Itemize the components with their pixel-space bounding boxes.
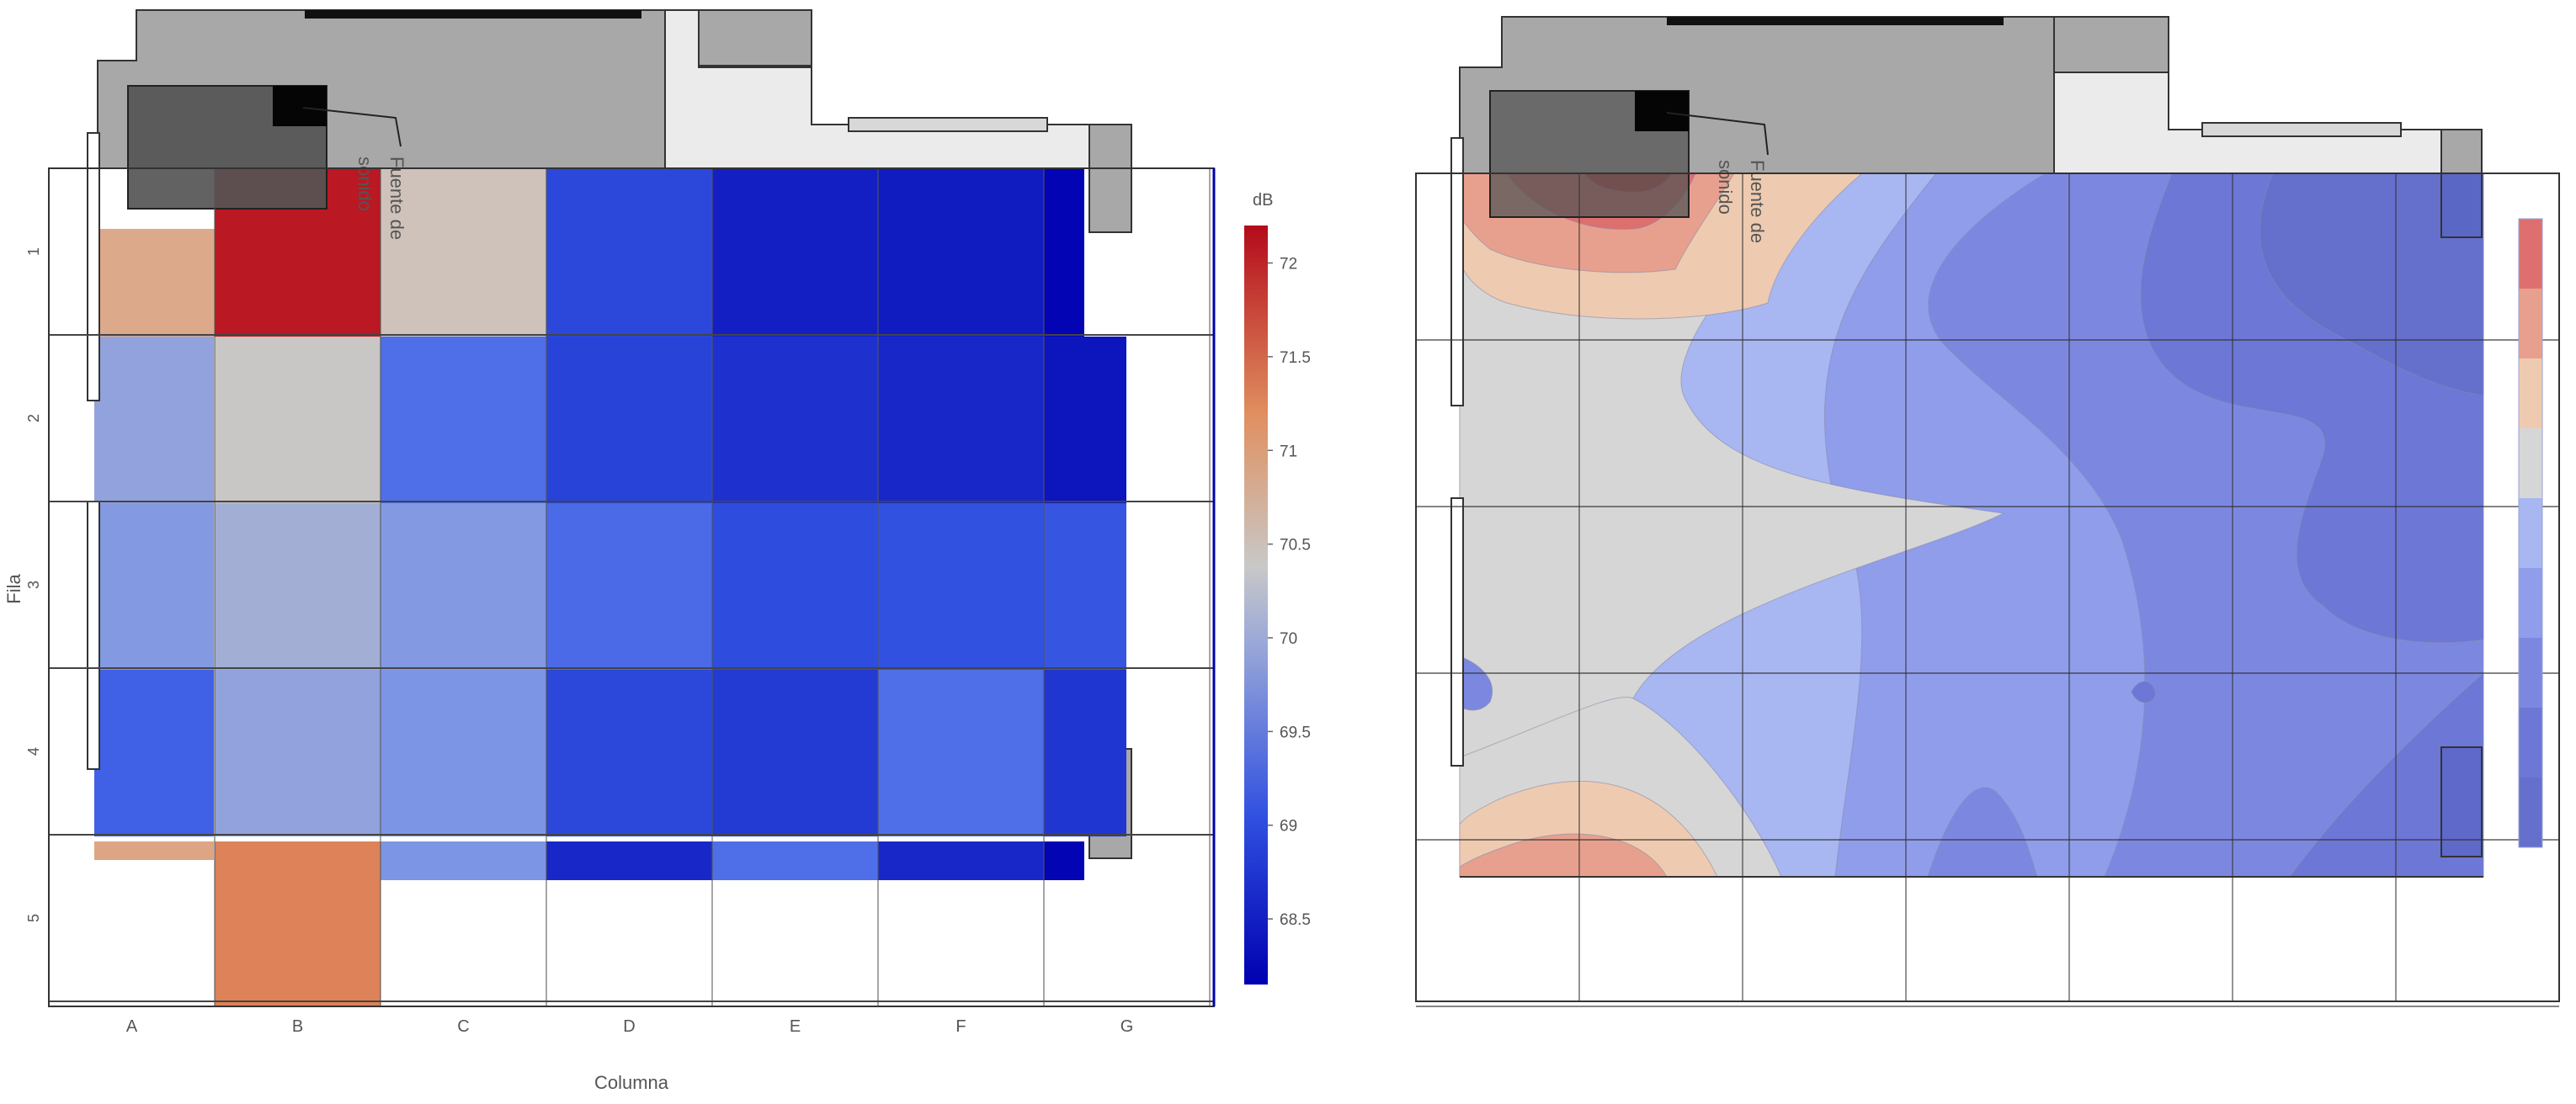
left-sound-source: Fuente de sonido <box>127 85 407 240</box>
left-source-label-line2: sonido <box>354 157 375 211</box>
heatmap-cell <box>215 670 381 836</box>
x-tick-label: A <box>126 1017 138 1036</box>
y-tick-label: 4 <box>25 747 42 756</box>
left-source-label-line1: Fuente de <box>386 157 407 240</box>
heatmap-cell <box>1044 337 1126 503</box>
y-tick-label: 2 <box>25 414 42 422</box>
heatmap-cell <box>712 337 878 503</box>
x-tick-label: B <box>292 1017 303 1036</box>
heatmap-cell <box>712 670 878 836</box>
contour-level-small-spot <box>2131 681 2156 703</box>
left-colorbar: dB 72 71.5 71 70.5 70 69.5 69 68.5 <box>1244 191 1311 985</box>
heatmap-edge-cell <box>712 841 878 880</box>
colorbar-level-swatch <box>2519 568 2542 638</box>
right-colorbar <box>2518 218 2543 848</box>
colorbar-tick-label: 72 <box>1280 256 1297 273</box>
heatmap-cell <box>878 168 1044 337</box>
heatmap-cell <box>1044 503 1126 670</box>
heatmap-cell <box>94 670 214 836</box>
colorbar-level-swatch <box>2519 358 2542 428</box>
y-tick-label: 3 <box>25 581 42 589</box>
heatmap-cell <box>546 337 712 503</box>
contour-level-left-spot <box>1459 656 1493 711</box>
right-source-label-line2: sonido <box>1715 160 1736 215</box>
colorbar-level-swatch <box>2519 498 2542 568</box>
left-colorbar-title: dB <box>1253 191 1273 210</box>
right-plot-frame <box>1415 172 2560 1002</box>
left-heatmap-cells <box>94 168 1126 1006</box>
colorbar-tick-label: 68.5 <box>1280 911 1311 929</box>
x-tick-label: G <box>1120 1017 1134 1036</box>
contour-level-dark-bottom-mid <box>1927 787 2038 878</box>
heatmap-edge-cell <box>381 841 546 880</box>
left-x-tick-labels: A B C D E F G <box>126 1017 1133 1036</box>
heatmap-cell <box>878 503 1044 670</box>
colorbar-level-swatch <box>2519 778 2542 847</box>
x-tick-label: E <box>790 1017 801 1036</box>
heatmap-cell <box>94 503 214 670</box>
colorbar-level-swatch <box>2519 708 2542 778</box>
left-colorbar-ticks: 72 71.5 71 70.5 70 69.5 69 68.5 <box>1268 256 1311 929</box>
heatmap-cell <box>1044 670 1126 836</box>
heatmap-cell <box>546 503 712 670</box>
heatmap-edge-cell <box>94 841 214 860</box>
right-source-label-line1: Fuente de <box>1747 160 1768 243</box>
colorbar-tick-label: 69 <box>1280 818 1297 836</box>
colorbar-level-swatch <box>2519 428 2542 498</box>
right-grid-lines <box>1415 172 2560 1007</box>
colorbar-tick-label: 70 <box>1280 630 1297 648</box>
colorbar-level-swatch <box>2519 638 2542 708</box>
colorbar-tick-label: 71.5 <box>1280 349 1311 367</box>
heatmap-cell <box>546 670 712 836</box>
colorbar-tick-label: 71 <box>1280 443 1297 460</box>
right-colorbar-frame <box>2518 218 2543 848</box>
heatmap-cell <box>215 503 381 670</box>
heatmap-cell <box>546 168 712 337</box>
heatmap-cell <box>381 168 546 337</box>
y-tick-label: 5 <box>25 914 42 922</box>
left-y-axis-label: Fila <box>3 574 24 604</box>
left-heatmap-panel: Fuente de sonido A B C D E F G 1 2 3 4 5 Columna F… <box>3 9 1311 1093</box>
heatmap-cell <box>215 337 381 503</box>
heatmap-edge-cell <box>546 841 712 880</box>
heatmap-cell <box>712 503 878 670</box>
x-tick-label: C <box>457 1017 469 1036</box>
colorbar-tick-label: 70.5 <box>1280 537 1311 555</box>
heatmap-cell <box>381 670 546 836</box>
heatmap-cell <box>878 337 1044 503</box>
heatmap-cell <box>1044 168 1084 337</box>
left-y-tick-labels: 1 2 3 4 5 <box>25 247 42 922</box>
y-tick-label: 1 <box>25 247 42 256</box>
x-tick-label: D <box>623 1017 635 1036</box>
heatmap-cell <box>381 503 546 670</box>
heatmap-cell <box>878 670 1044 836</box>
contour-level-warm-mid-low <box>1459 833 1668 878</box>
heatmap-cell <box>98 229 215 337</box>
colorbar-level-swatch <box>2519 219 2542 289</box>
heatmap-edge-cell <box>1044 841 1084 880</box>
contour-level-dark-bottom-right <box>2289 671 2484 878</box>
right-contour-fill <box>1459 172 2484 878</box>
heatmap-cell <box>94 337 214 503</box>
colorbar-level-swatch <box>2519 289 2542 358</box>
right-contour-panel: Fuente de sonido <box>1415 16 2560 1007</box>
heatmap-cell <box>381 337 546 503</box>
heatmap-cell <box>215 841 381 1006</box>
heatmap-edge-cell <box>878 841 1044 880</box>
colorbar-tick-label: 69.5 <box>1280 724 1311 741</box>
heatmap-cell <box>712 168 878 337</box>
left-x-axis-label: Columna <box>594 1072 669 1093</box>
left-grid-lines <box>48 167 1216 1007</box>
x-tick-label: F <box>955 1017 966 1036</box>
